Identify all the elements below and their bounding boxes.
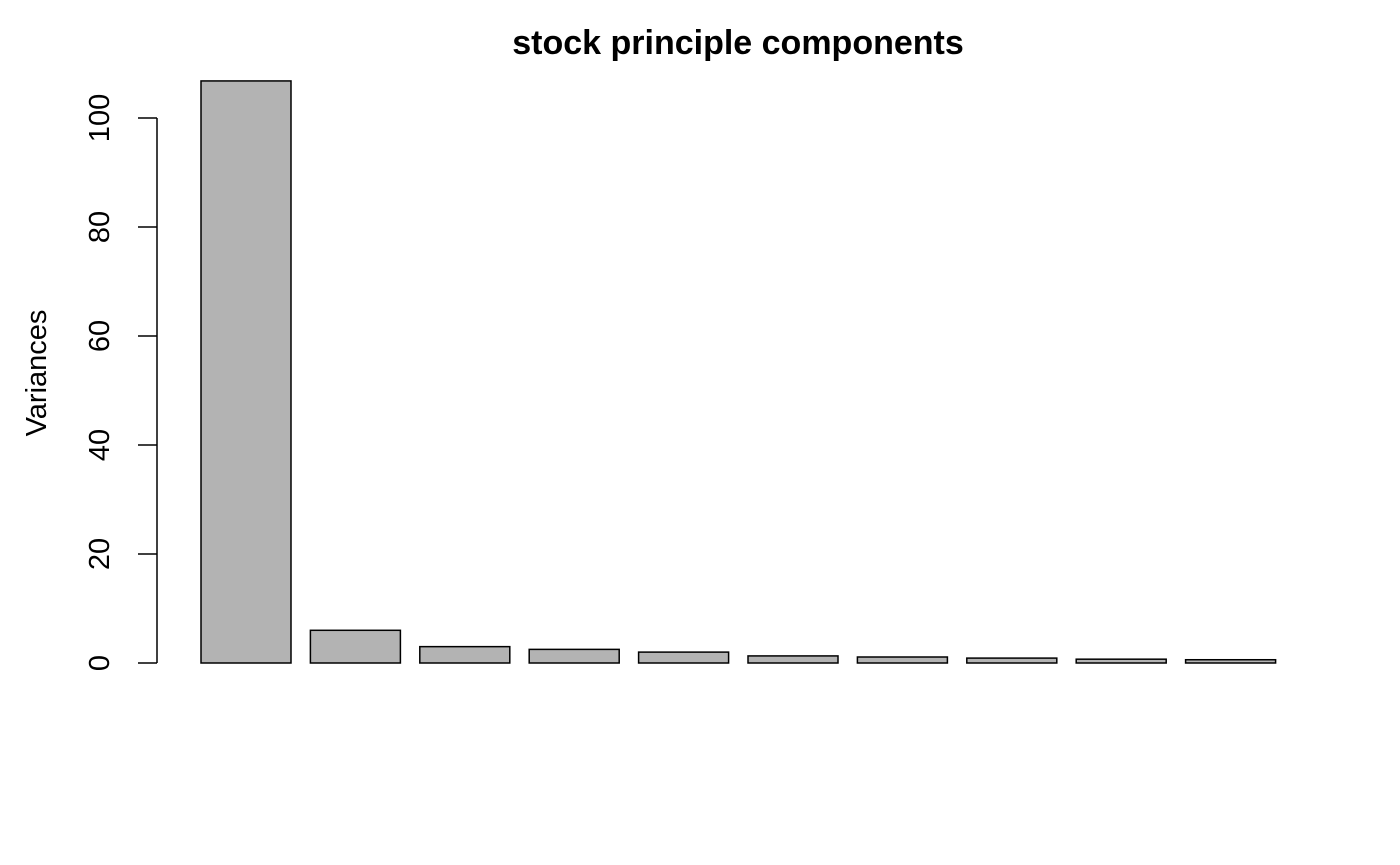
- bar-pc4: [528, 648, 620, 664]
- y-tick-label: 20: [84, 538, 116, 570]
- y-tick-label: 80: [84, 211, 116, 243]
- chart-title: stock principle components: [512, 24, 964, 62]
- bar-pc9: [1075, 658, 1167, 664]
- y-axis: 0 20 40 60 80 100: [84, 94, 158, 671]
- y-tick-label: 100: [84, 94, 116, 142]
- bar-pc1: [200, 80, 292, 664]
- bar-pc7: [856, 656, 949, 664]
- bar-pc10: [1184, 658, 1277, 664]
- bars-group: [200, 80, 1277, 664]
- bar-pc8: [966, 657, 1058, 664]
- y-tick-label: 0: [84, 655, 116, 671]
- bar-pc6: [747, 655, 839, 664]
- y-tick-label: 40: [84, 429, 116, 461]
- bar-pc5: [637, 651, 730, 664]
- y-axis-label: Variances: [21, 310, 53, 437]
- bar-pc2: [309, 629, 402, 664]
- y-tick-label: 60: [84, 320, 116, 352]
- bar-pc3: [419, 645, 511, 664]
